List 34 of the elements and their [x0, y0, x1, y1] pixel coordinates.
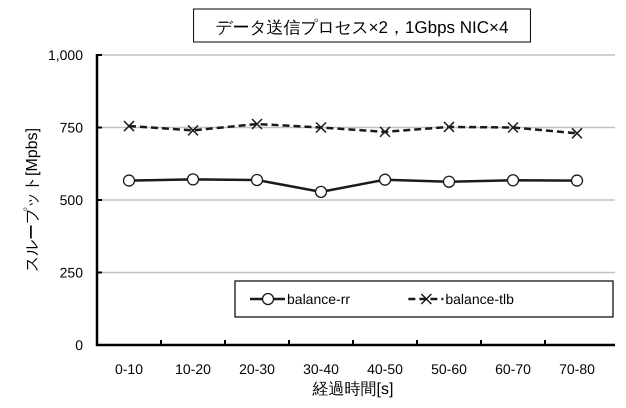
point: [123, 120, 135, 132]
x-tick-label: 20-30: [239, 361, 276, 377]
point: [378, 174, 392, 186]
point: [186, 173, 200, 186]
point: [250, 174, 264, 186]
chart-title: データ送信プロセス×2，1Gbps NIC×4: [216, 18, 508, 37]
x-tick-label: 60-70: [495, 361, 532, 377]
legend-label: balance-tlb: [445, 291, 514, 307]
point: [251, 118, 263, 130]
point: [507, 122, 519, 134]
x-tick-label: 40-50: [367, 361, 404, 377]
y-tick-label: 500: [60, 192, 84, 208]
point: [315, 122, 327, 134]
y-tick-label: 1,000: [48, 47, 84, 63]
y-axis-title: スループット[Mpbs]: [23, 128, 41, 272]
point: [122, 174, 136, 187]
point: [187, 124, 199, 136]
point: [442, 176, 456, 188]
point: [379, 126, 391, 138]
x-tick-label: 70-80: [559, 361, 596, 377]
x-tick-label: 30-40: [303, 361, 340, 377]
y-tick-label: 750: [60, 120, 84, 136]
point: [570, 174, 584, 187]
legend-label: balance-rr: [287, 291, 350, 307]
point: [443, 121, 455, 133]
x-axis-title: 経過時間[s]: [312, 380, 394, 398]
x-tick-label: 10-20: [175, 361, 212, 377]
point: [506, 174, 520, 186]
point: [571, 128, 583, 140]
y-tick-label: 0: [75, 337, 84, 353]
point: [314, 186, 328, 198]
y-tick-label: 250: [60, 264, 84, 280]
x-tick-label: 50-60: [431, 361, 468, 377]
x-tick-label: 0-10: [114, 361, 144, 377]
